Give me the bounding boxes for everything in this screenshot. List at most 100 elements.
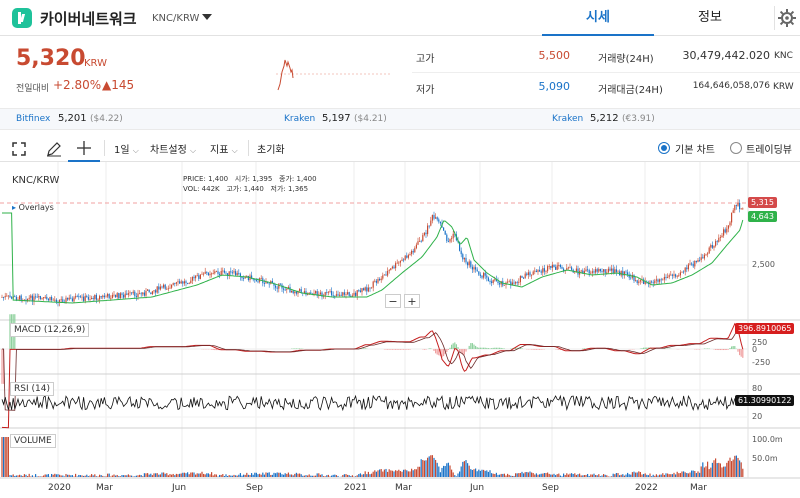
x-axis-label: 2022	[635, 483, 658, 493]
exchange-name[interactable]: Kraken	[552, 114, 584, 124]
overlays-label: Overlays	[18, 203, 54, 212]
kyber-logo-icon	[12, 8, 32, 28]
volume-axis-label: 50.0m	[752, 454, 778, 463]
rsi-value-tag: 61.30990122	[735, 395, 795, 406]
amount-24h-value: 164,646,058,076	[692, 81, 770, 91]
chart-symbol: KNC/KRW	[12, 175, 60, 186]
pencil-icon[interactable]	[46, 141, 62, 157]
exchange-ref-price: ($4.21)	[354, 114, 387, 124]
overlays-toggle[interactable]: ▸ Overlays	[12, 203, 54, 212]
chevron-down-icon: ⌵	[231, 146, 238, 155]
volume-label: VOLUME	[10, 434, 56, 448]
chart-settings-button[interactable]: 차트설정 ⌵	[150, 141, 196, 156]
caret-right-icon: ▸	[12, 203, 17, 212]
zoom-in-button[interactable]: +	[404, 294, 420, 308]
ma-price-tag: 4,643	[748, 211, 777, 222]
current-price: 5,320	[16, 46, 86, 71]
x-axis-label: Sep	[542, 483, 559, 493]
volume-24h-value: 30,479,442.020	[682, 49, 770, 62]
ohlc-vol-label: VOL:	[183, 185, 200, 193]
volume-unit: KNC	[774, 51, 793, 61]
change-percent: +2.80%	[53, 78, 102, 92]
moving-average-line	[2, 212, 744, 304]
macd-axis-label: -250	[752, 358, 771, 367]
ohlc-high-label: 고가:	[226, 185, 242, 193]
chevron-down-icon[interactable]	[202, 14, 212, 20]
tradingview-label[interactable]: 트레이딩뷰	[746, 145, 792, 156]
exchange-price: 5,201	[58, 113, 87, 124]
chevron-down-icon: ⌵	[190, 146, 197, 155]
exchange-price: 5,197	[322, 113, 351, 124]
rsi-label: RSI (14)	[10, 382, 54, 396]
interval-select[interactable]: 1일 ⌵	[114, 141, 139, 156]
ohlc-close-label: 종가:	[279, 175, 295, 183]
interval-label: 1일	[114, 145, 130, 156]
coin-pair: KNC/KRW	[152, 13, 200, 24]
stats-divider	[412, 72, 800, 73]
price-chart[interactable]: KNC/KRW ▸ Overlays PRICE: 1,400 시가: 1,39…	[0, 162, 800, 498]
macd-label: MACD (12,26,9)	[10, 323, 90, 337]
fullscreen-icon[interactable]	[12, 142, 26, 156]
x-axis-label: Jun	[172, 483, 187, 493]
reset-button[interactable]: 초기화	[257, 145, 285, 156]
x-axis-label: 2020	[48, 483, 71, 493]
zoom-out-button[interactable]: −	[385, 294, 401, 308]
crosshair-icon	[77, 141, 91, 155]
exchange-price-strip: Bitfinex 5,201 ($4.22) Kraken 5,197 ($4.…	[0, 108, 800, 130]
ohlc-open-label: 시가:	[234, 175, 251, 183]
exchange-ref-price: (€3.91)	[622, 114, 655, 124]
ohlc-legend: PRICE: 1,400 시가: 1,395 종가: 1,400 VOL: 44…	[183, 174, 317, 194]
ohlc-close: 1,400	[296, 175, 317, 183]
x-axis-label: 2021	[344, 483, 367, 493]
amount-unit: KRW	[773, 82, 794, 92]
basic-chart-label[interactable]: 기본 차트	[675, 145, 715, 156]
exchange-ref-price: ($4.22)	[90, 114, 123, 124]
high-label: 고가	[416, 54, 435, 65]
ohlc-price: 1,400	[208, 175, 229, 183]
sparkline-chart	[276, 52, 392, 96]
price-unit: KRW	[84, 58, 107, 69]
macd-axis-label: 0	[752, 345, 758, 354]
price-axis-label: 2,500	[752, 260, 775, 269]
tab-info[interactable]: 정보	[698, 10, 722, 25]
change-label: 전일대비	[16, 84, 50, 94]
toolbar-separator	[104, 140, 105, 156]
ohlc-vol: 442K	[201, 185, 220, 193]
rsi-axis-label: 80	[752, 384, 763, 393]
macd-axis-label: 250	[752, 338, 768, 347]
volume-axis-label: 100.0m	[752, 435, 783, 444]
ohlc-high: 1,440	[243, 185, 264, 193]
indicators-label: 지표	[210, 145, 229, 156]
crosshair-tool[interactable]	[68, 134, 100, 162]
ohlc-low: 1,365	[288, 185, 309, 193]
chart-canvas[interactable]	[0, 162, 800, 498]
ohlc-price-label: PRICE:	[183, 175, 206, 183]
exchange-name[interactable]: Bitfinex	[16, 114, 51, 124]
volume-bars	[1, 437, 744, 477]
tradingview-radio[interactable]	[730, 142, 742, 154]
ohlc-low-label: 저가:	[270, 185, 286, 193]
chevron-down-icon: ⌵	[132, 146, 139, 155]
ohlc-open: 1,395	[252, 175, 273, 183]
amount-24h-label: 거래대금(24H)	[598, 85, 663, 96]
header-bar: 카이버네트워크 KNC/KRW 시세 정보	[0, 0, 800, 36]
x-axis-label: Jun	[470, 483, 485, 493]
exchange-name[interactable]: Kraken	[284, 114, 316, 124]
signal-line	[2, 327, 744, 411]
x-axis-label: Mar	[96, 483, 113, 493]
x-axis-label: Mar	[395, 483, 412, 493]
volume-24h-label: 거래량(24H)	[598, 54, 654, 65]
low-label: 저가	[416, 85, 435, 96]
gear-icon[interactable]	[774, 6, 798, 30]
basic-chart-radio[interactable]	[658, 142, 670, 154]
macd-value-tag: 396.8910065	[735, 323, 795, 334]
exchange-price: 5,212	[590, 113, 619, 124]
tab-price[interactable]: 시세	[542, 0, 654, 36]
indicators-button[interactable]: 지표 ⌵	[210, 141, 238, 156]
last-price-tag: 5,315	[748, 197, 777, 208]
low-value: 5,090	[538, 80, 571, 93]
rsi-axis-label: 20	[752, 412, 763, 421]
x-axis-label: Sep	[246, 483, 263, 493]
toolbar-separator	[248, 140, 249, 156]
high-value: 5,500	[538, 49, 571, 62]
